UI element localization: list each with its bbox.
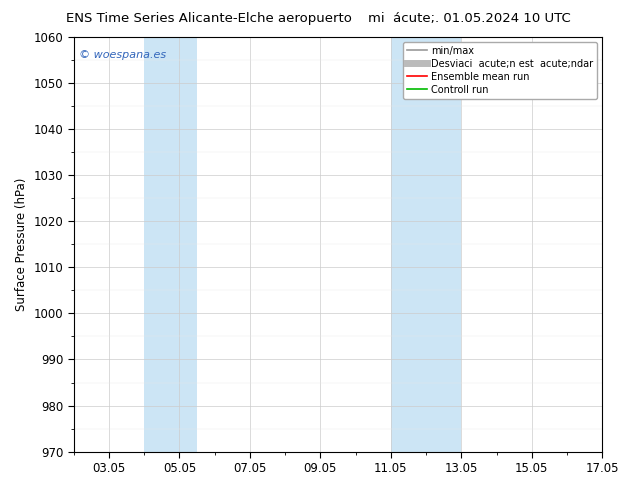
Y-axis label: Surface Pressure (hPa): Surface Pressure (hPa) <box>15 178 28 311</box>
Bar <box>391 37 462 452</box>
Bar <box>144 37 197 452</box>
Text: mi  ácute;. 01.05.2024 10 UTC: mi ácute;. 01.05.2024 10 UTC <box>368 12 571 25</box>
Text: © woespana.es: © woespana.es <box>79 49 166 60</box>
Legend: min/max, Desviaci  acute;n est  acute;ndar, Ensemble mean run, Controll run: min/max, Desviaci acute;n est acute;ndar… <box>403 42 597 98</box>
Text: ENS Time Series Alicante-Elche aeropuerto: ENS Time Series Alicante-Elche aeropuert… <box>67 12 352 25</box>
